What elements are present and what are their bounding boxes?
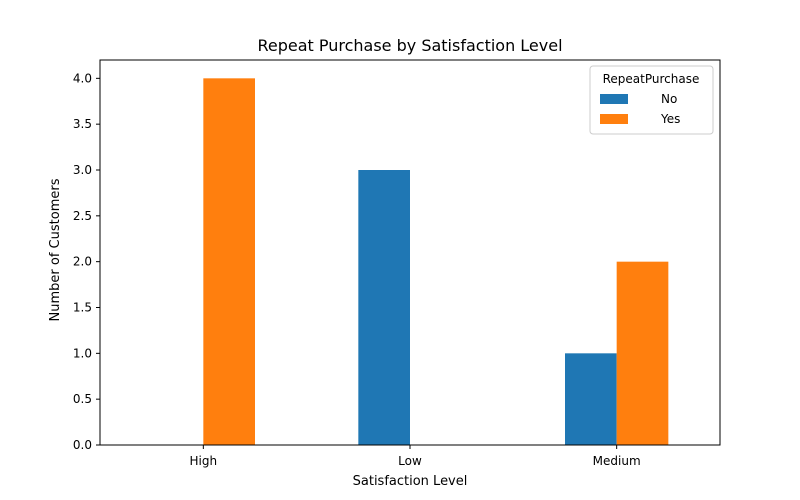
axes-frame: [99, 59, 721, 446]
plot-area: High Low Medium 0.0 0.5 1.0 1.5 2.0 2.5 3.0 3.5 4.0: [73, 59, 721, 468]
y-tick-label: 3.0: [73, 163, 92, 177]
legend-swatch-yes: [600, 114, 628, 124]
chart-title: Repeat Purchase by Satisfaction Level: [257, 36, 562, 55]
y-tick-label: 0.0: [73, 438, 92, 452]
y-tick-label: 3.5: [73, 117, 92, 131]
y-tick-label: 1.5: [73, 301, 92, 315]
legend-items: No Yes: [600, 92, 680, 126]
x-tick-label: Medium: [593, 454, 641, 468]
legend-label-yes: Yes: [660, 112, 680, 126]
y-axis-label: Number of Customers: [48, 178, 63, 321]
x-axis-label: Satisfaction Level: [353, 474, 468, 489]
y-tick-label: 0.5: [73, 392, 92, 406]
x-tick-label: High: [190, 454, 218, 468]
y-tick-label: 2.5: [73, 209, 92, 223]
legend: RepeatPurchase No Yes: [589, 65, 714, 135]
y-tick-label: 4.0: [73, 71, 92, 85]
x-tick-label: Low: [398, 454, 422, 468]
legend-swatch-no: [600, 94, 628, 104]
bar-medium-yes: [616, 261, 669, 445]
bar-medium-no: [565, 353, 617, 445]
y-tick-label: 2.0: [73, 255, 92, 269]
bar-low-no: [358, 170, 410, 445]
y-tick-label: 1.0: [73, 346, 92, 360]
bar-high-yes: [203, 78, 255, 445]
legend-title: RepeatPurchase: [603, 72, 700, 86]
legend-label-no: No: [661, 92, 677, 106]
